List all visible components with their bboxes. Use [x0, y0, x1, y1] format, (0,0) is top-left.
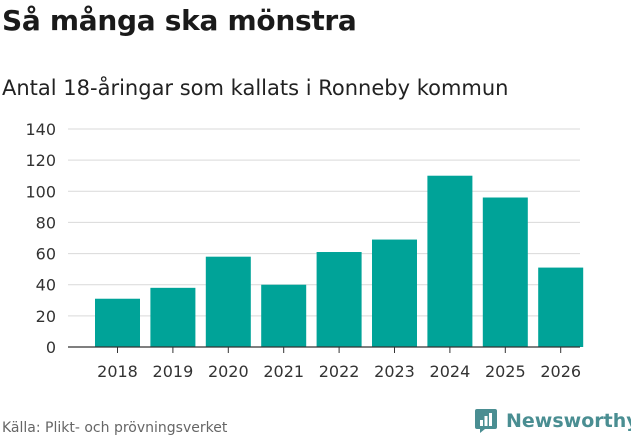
brand-logo: Newsworthy: [474, 408, 631, 434]
brand-name: Newsworthy: [506, 410, 631, 432]
y-tick-label: 20: [36, 307, 56, 326]
x-tick-label: 2020: [208, 362, 249, 381]
y-tick-label: 80: [36, 213, 56, 232]
x-tick-label: 2024: [430, 362, 471, 381]
bars: [95, 175, 584, 347]
y-tick-label: 40: [36, 276, 56, 295]
bar-2023: [372, 239, 417, 347]
bar-2025: [482, 197, 528, 347]
y-tick-label: 100: [25, 182, 56, 201]
chart-title: Så många ska mönstra: [2, 4, 357, 37]
bar-2020: [205, 256, 251, 347]
x-tick-label: 2025: [485, 362, 526, 381]
x-tick-label: 2022: [319, 362, 360, 381]
x-tick-label: 2019: [153, 362, 194, 381]
bar-2022: [316, 252, 362, 347]
x-tick-label: 2026: [540, 362, 581, 381]
y-tick-label: 120: [25, 151, 56, 170]
y-axis-ticks: 0 20 40 60 80 100 120 140: [25, 120, 56, 357]
y-tick-label: 60: [36, 245, 56, 264]
source-note: Källa: Plikt- och prövningsverket: [2, 420, 228, 436]
y-tick-label: 0: [46, 338, 56, 357]
chart-subtitle: Antal 18-åringar som kallats i Ronneby k…: [2, 76, 509, 100]
x-tick-label: 2021: [263, 362, 304, 381]
bar-2024: [427, 175, 473, 347]
bar-2026: [538, 267, 584, 347]
newsworthy-logo-icon: [475, 409, 497, 433]
x-tick-label: 2023: [374, 362, 415, 381]
x-tick-label: 2018: [97, 362, 138, 381]
y-tick-label: 140: [25, 120, 56, 139]
bar-2019: [150, 287, 196, 347]
bar-2021: [261, 284, 307, 347]
x-axis-ticks: 2018 2019 2020 2021 2022 2023 2024 2025 2026: [68, 346, 581, 381]
bar-2018: [95, 298, 140, 347]
